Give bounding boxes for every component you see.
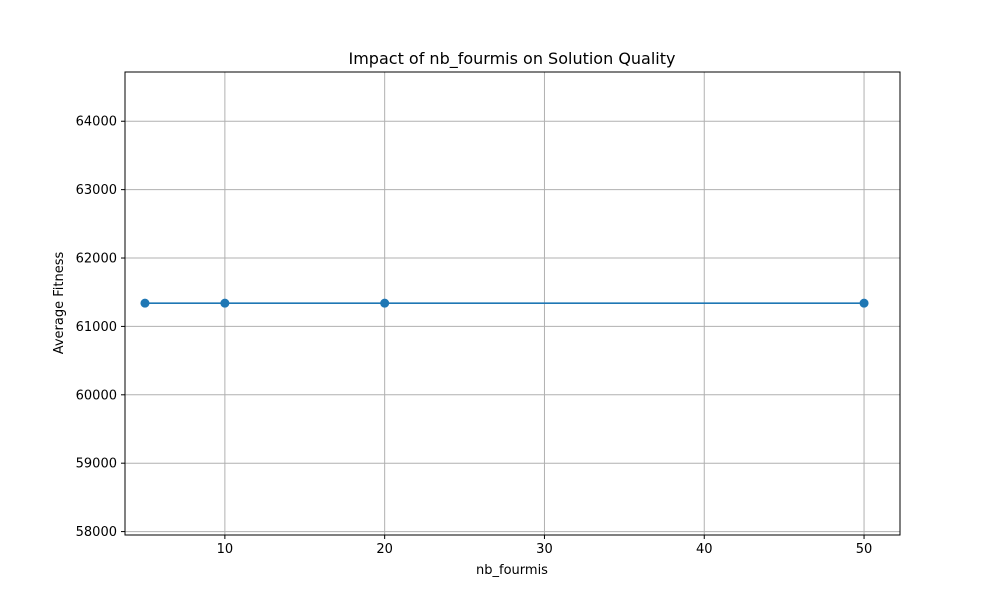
x-tick-label: 30 bbox=[536, 542, 553, 557]
x-tick-label: 20 bbox=[376, 542, 393, 557]
x-axis-label: nb_fourmis bbox=[476, 563, 548, 578]
y-tick-label: 59000 bbox=[76, 457, 117, 472]
x-tick-label: 10 bbox=[217, 542, 234, 557]
y-tick-label: 58000 bbox=[76, 525, 117, 540]
y-tick-label: 63000 bbox=[76, 183, 117, 198]
y-tick-label: 60000 bbox=[76, 388, 117, 403]
chart-title: Impact of nb_fourmis on Solution Quality bbox=[349, 49, 676, 69]
y-tick-label: 61000 bbox=[76, 320, 117, 335]
data-point bbox=[140, 298, 150, 308]
x-tick-label: 50 bbox=[856, 542, 873, 557]
y-axis-label: Average Fitness bbox=[52, 252, 67, 355]
data-point bbox=[220, 298, 230, 308]
y-tick-label: 64000 bbox=[76, 115, 117, 130]
axis-ticks: 10 20 30 40 50 58000 59000 60000 61000 62000 63000… bbox=[76, 115, 873, 557]
data-point bbox=[859, 298, 869, 308]
x-tick-label: 40 bbox=[696, 542, 713, 557]
data-point bbox=[380, 298, 390, 308]
y-tick-label: 62000 bbox=[76, 252, 117, 267]
data-series bbox=[140, 298, 869, 308]
plot-area-frame bbox=[124, 71, 901, 536]
